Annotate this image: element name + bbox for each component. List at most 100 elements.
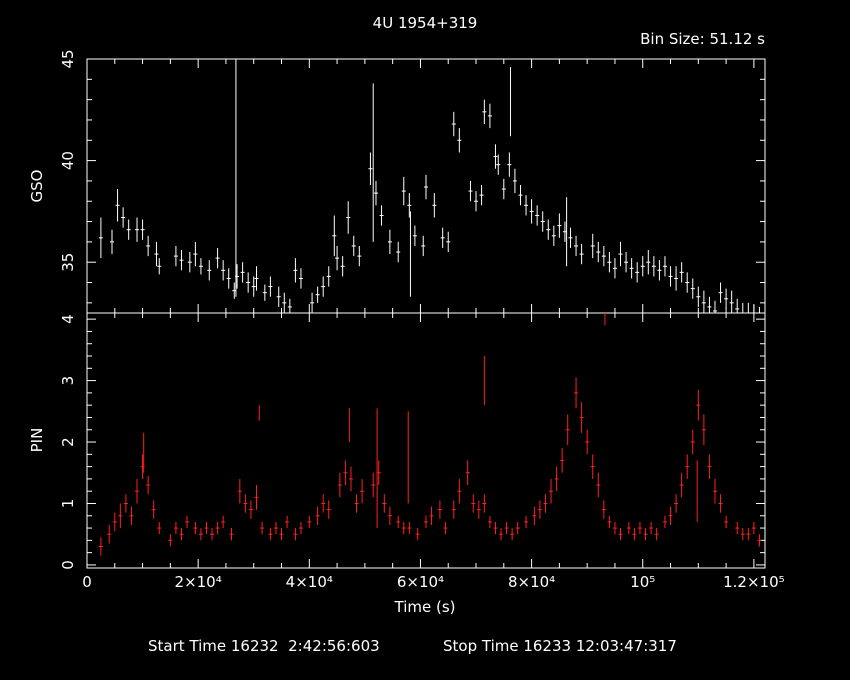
gso-error-bar — [412, 225, 417, 246]
pin-error-bar — [268, 528, 273, 541]
gso-error-bar — [396, 241, 401, 263]
gso-error-bar — [487, 103, 492, 129]
gso-error-bar — [735, 298, 740, 313]
pin-error-bar — [376, 460, 381, 486]
gso-error-bar — [707, 296, 712, 313]
gso-error-bar — [179, 250, 184, 271]
pin-error-bar — [654, 528, 659, 541]
pin-error-bar — [690, 429, 695, 455]
gso-error-bar — [746, 302, 751, 314]
pin-error-bar — [140, 454, 145, 479]
gso-error-bar — [579, 243, 584, 265]
gso-error-bar — [235, 264, 240, 289]
gso-error-bar — [173, 245, 178, 267]
gso-error-bar — [340, 256, 345, 277]
gso-error-bar — [468, 180, 473, 202]
pin-error-bar — [499, 528, 504, 541]
gso-axis-label: GSO — [28, 170, 46, 203]
pin-y-axis: 0 1 2 3 4 — [59, 314, 765, 570]
pin-y-tick-label: 2 — [59, 437, 77, 447]
pin-error-bar — [662, 515, 667, 529]
gso-error-bar — [432, 193, 437, 218]
gso-error-bar — [215, 247, 220, 269]
gso-error-bar — [479, 184, 484, 206]
gso-error-bar — [451, 111, 456, 137]
gso-error-bar — [346, 201, 351, 234]
pin-error-bar — [118, 503, 123, 529]
gso-error-bar — [254, 266, 259, 291]
pin-error-bar — [396, 515, 401, 529]
pin-data-marks — [98, 313, 762, 556]
gso-error-bar — [246, 272, 251, 293]
gso-error-bar — [551, 225, 556, 246]
gso-error-bar — [315, 286, 320, 303]
pin-error-bar — [537, 500, 542, 519]
gso-error-bar — [121, 207, 126, 228]
gso-error-bar — [679, 262, 684, 283]
gso-error-bar — [387, 229, 392, 255]
gso-error-bar — [685, 272, 690, 293]
pin-error-bar — [607, 515, 612, 529]
pin-error-bar — [612, 521, 617, 535]
pin-error-bar — [482, 494, 487, 513]
pin-error-bar — [668, 506, 673, 525]
pin-error-bar — [679, 472, 684, 498]
pin-error-bar — [123, 494, 128, 513]
pin-axis-label: PIN — [28, 428, 46, 453]
pin-error-bar — [337, 472, 342, 498]
pin-error-bar — [451, 500, 456, 519]
gso-error-bar — [226, 268, 231, 289]
pin-error-bar — [229, 528, 234, 541]
gso-error-bar — [298, 268, 303, 289]
pin-error-bar — [674, 494, 679, 513]
gso-error-bar — [618, 241, 623, 267]
gso-error-bar — [635, 262, 640, 283]
gso-error-bar — [440, 227, 445, 248]
x-tick-label: 8×10⁴ — [508, 573, 555, 591]
gso-error-bar — [662, 256, 667, 277]
pin-error-bar — [326, 500, 331, 519]
pin-error-bar — [360, 478, 365, 504]
gso-error-bar — [351, 235, 356, 257]
gso-error-bar — [368, 152, 373, 185]
gso-panel: 35 40 45 GSO — [28, 49, 766, 314]
gso-error-bar — [701, 290, 706, 313]
pin-error-bar — [407, 521, 412, 535]
gso-error-bar — [424, 174, 428, 200]
pin-error-bar — [554, 466, 559, 492]
gso-error-bar — [568, 227, 573, 248]
pin-error-bar — [565, 414, 570, 446]
gso-error-bar — [540, 211, 545, 232]
chart-title: 4U 1954+319 — [373, 14, 478, 32]
pin-error-bar — [751, 521, 756, 535]
pin-error-bar — [424, 515, 428, 529]
pin-error-bar — [210, 528, 215, 541]
gso-error-bar — [110, 229, 115, 255]
pin-error-bar — [596, 472, 601, 498]
gso-error-bar — [501, 178, 506, 200]
pin-error-bar — [757, 534, 762, 547]
pin-error-bar — [354, 494, 359, 513]
gso-error-bar — [657, 260, 662, 281]
gso-error-bar — [198, 258, 203, 275]
pin-error-bar — [707, 454, 712, 479]
pin-error-bar — [471, 494, 476, 513]
x-tick-label: 1.2×10⁵ — [723, 573, 785, 591]
gso-error-bar — [379, 205, 384, 226]
gso-y-axis: 35 40 45 — [59, 49, 765, 304]
gso-error-bar — [268, 276, 273, 297]
gso-error-bar — [474, 191, 479, 212]
pin-error-bar — [151, 500, 156, 519]
gso-error-bar — [401, 176, 406, 206]
gso-error-bar — [207, 260, 212, 281]
gso-error-bar — [310, 292, 315, 313]
gso-error-bar — [146, 235, 151, 257]
gso-error-bar — [126, 219, 131, 240]
gso-error-bar — [524, 195, 529, 216]
bin-size-label: Bin Size: 51.12 s — [640, 30, 765, 48]
gso-error-bar — [640, 256, 645, 277]
pin-error-bar — [173, 521, 178, 535]
gso-error-bar — [321, 276, 326, 297]
x-tick-label: 0 — [82, 573, 92, 591]
